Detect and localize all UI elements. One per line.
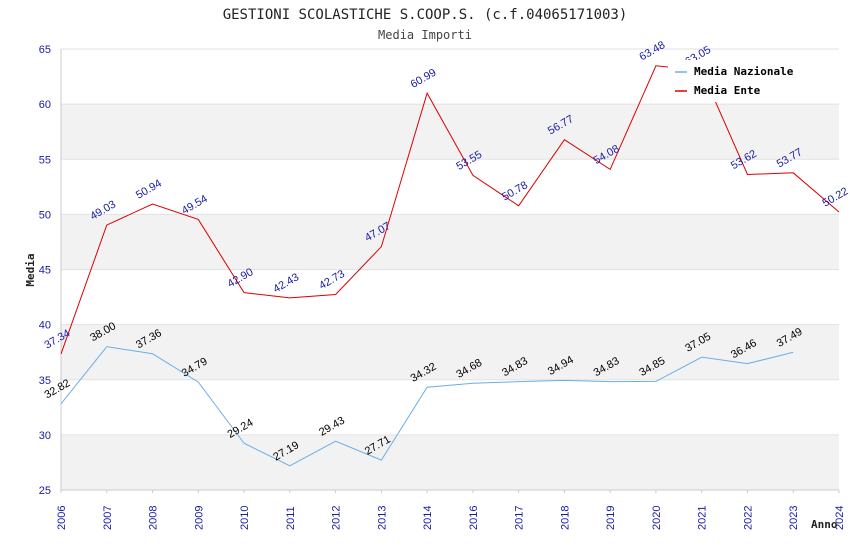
y-tick-label: 65 <box>39 44 51 56</box>
x-tick-label: 2017 <box>514 506 526 530</box>
x-tick-label: 2007 <box>102 506 114 530</box>
x-tick-label: 2023 <box>788 506 800 530</box>
x-tick-label: 2009 <box>193 506 205 530</box>
data-label-media-ente: 60.99 <box>409 67 439 91</box>
data-label-media-ente: 49.54 <box>180 193 210 217</box>
x-tick-label: 2012 <box>331 506 343 530</box>
data-label-media-ente: 42.43 <box>271 271 301 295</box>
legend-label-media-ente: Media Ente <box>694 84 761 97</box>
y-tick-label: 60 <box>39 99 51 111</box>
y-tick-label: 35 <box>39 375 51 387</box>
grid-lines <box>61 48 839 491</box>
y-tick-label: 25 <box>39 485 51 497</box>
x-tick-label: 2019 <box>605 506 617 530</box>
x-tick-label: 2020 <box>651 506 663 530</box>
legend-box <box>668 60 810 102</box>
y-tick-label: 45 <box>39 265 51 277</box>
y-axis-label: Media <box>24 253 37 286</box>
x-tick-label: 2008 <box>148 506 160 530</box>
data-label-media-ente: 63.48 <box>637 39 667 63</box>
x-axis-label: Anno <box>811 518 838 531</box>
legend-label-media-nazionale: Media Nazionale <box>694 65 794 78</box>
band <box>61 434 839 490</box>
x-tick-label: 2014 <box>422 506 434 530</box>
x-tick-label: 2016 <box>468 506 480 530</box>
band <box>61 104 839 160</box>
x-tick-labels: 2006 2007 2008 2009 2010 2011 2012 2013 2014 2016… <box>56 490 846 530</box>
data-label-media-ente: 50.94 <box>134 177 164 201</box>
x-tick-label: 2013 <box>376 506 388 530</box>
band <box>61 214 839 270</box>
x-tick-label: 2018 <box>559 506 571 530</box>
series-line-media-nazionale <box>60 346 794 467</box>
data-label-media-ente: 50.78 <box>500 179 530 203</box>
x-tick-label: 2010 <box>239 506 251 530</box>
y-tick-label: 30 <box>39 430 51 442</box>
data-label-media-ente: 42.73 <box>317 268 347 292</box>
band <box>61 324 839 380</box>
y-tick-label: 55 <box>39 154 51 166</box>
x-tick-label: 2021 <box>697 506 709 530</box>
chart-title: GESTIONI SCOLASTICHE S.COOP.S. (c.f.0406… <box>223 7 628 23</box>
legend: Media Nazionale Media Ente <box>668 60 810 102</box>
x-tick-label: 2022 <box>742 506 754 530</box>
y-tick-label: 40 <box>39 320 51 332</box>
y-tick-label: 50 <box>39 209 51 221</box>
data-label-media-ente: 50.22 <box>821 185 850 209</box>
y-tick-labels: 25 30 35 40 45 50 55 60 65 <box>39 44 51 497</box>
background-bands <box>61 104 839 490</box>
x-tick-label: 2011 <box>285 506 297 530</box>
x-tick-label: 2006 <box>56 506 68 530</box>
chart-subtitle: Media Importi <box>378 28 472 42</box>
x-tick-label: 2024 <box>834 506 846 530</box>
